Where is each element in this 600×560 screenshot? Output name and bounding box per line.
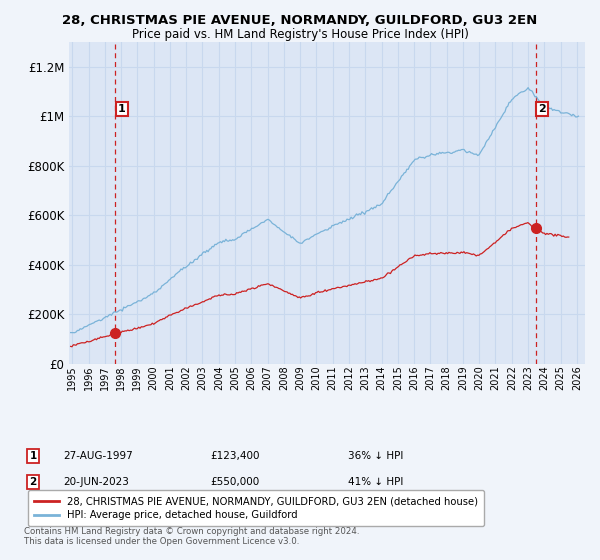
Text: 36% ↓ HPI: 36% ↓ HPI <box>348 451 403 461</box>
Text: 2: 2 <box>538 104 546 114</box>
Text: £550,000: £550,000 <box>210 477 259 487</box>
Text: 28, CHRISTMAS PIE AVENUE, NORMANDY, GUILDFORD, GU3 2EN: 28, CHRISTMAS PIE AVENUE, NORMANDY, GUIL… <box>62 14 538 27</box>
Text: 27-AUG-1997: 27-AUG-1997 <box>63 451 133 461</box>
Text: 1: 1 <box>29 451 37 461</box>
Text: £123,400: £123,400 <box>210 451 260 461</box>
Text: 2: 2 <box>29 477 37 487</box>
Text: Contains HM Land Registry data © Crown copyright and database right 2024.
This d: Contains HM Land Registry data © Crown c… <box>24 526 359 546</box>
Text: 41% ↓ HPI: 41% ↓ HPI <box>348 477 403 487</box>
Legend: 28, CHRISTMAS PIE AVENUE, NORMANDY, GUILDFORD, GU3 2EN (detached house), HPI: Av: 28, CHRISTMAS PIE AVENUE, NORMANDY, GUIL… <box>28 491 484 526</box>
Text: 20-JUN-2023: 20-JUN-2023 <box>63 477 129 487</box>
Text: 1: 1 <box>118 104 125 114</box>
Text: Price paid vs. HM Land Registry's House Price Index (HPI): Price paid vs. HM Land Registry's House … <box>131 28 469 41</box>
